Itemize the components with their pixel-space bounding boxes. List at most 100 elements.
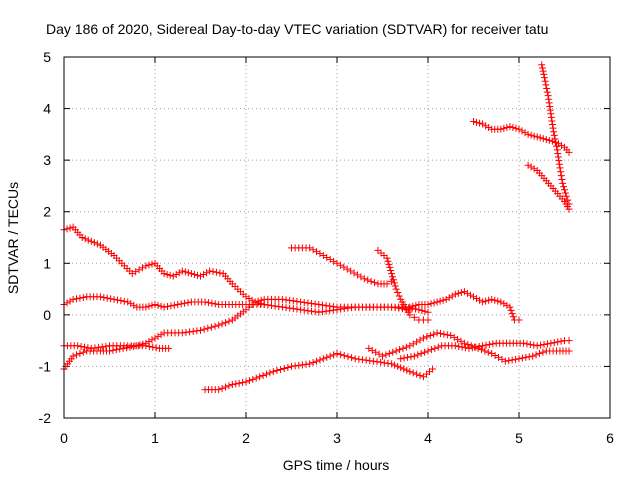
data-point [193, 327, 201, 335]
data-point [539, 348, 547, 356]
data-point [77, 342, 85, 350]
data-point [326, 352, 334, 360]
data-point [385, 260, 393, 268]
data-point [538, 64, 546, 72]
data-point [470, 117, 477, 125]
data-point [311, 300, 319, 308]
data-point [186, 328, 194, 336]
data-point [385, 350, 393, 358]
data-point [148, 260, 156, 268]
data-point [386, 263, 394, 271]
data-point [555, 160, 563, 168]
data-point [388, 360, 396, 368]
data-point [367, 277, 375, 285]
data-point [384, 359, 392, 367]
x-tick-label: 4 [424, 430, 432, 446]
data-point [172, 270, 180, 278]
data-point [407, 353, 415, 361]
data-point [557, 337, 565, 345]
data-point [409, 340, 417, 348]
data-point [222, 383, 230, 391]
data-point [269, 368, 277, 376]
data-point [554, 153, 562, 161]
data-point [527, 163, 535, 171]
data-point [145, 261, 153, 269]
data-point [460, 339, 468, 347]
data-point [145, 338, 153, 346]
data-point [319, 252, 327, 260]
data-point [133, 342, 141, 350]
data-point [289, 297, 297, 305]
data-point [80, 343, 88, 351]
data-point [542, 136, 550, 144]
data-point [225, 317, 233, 325]
data-point [106, 347, 113, 355]
data-point [187, 270, 195, 278]
data-point [380, 359, 388, 367]
data-point [541, 77, 549, 85]
data-point [126, 343, 134, 351]
data-point [160, 270, 168, 278]
data-point [278, 295, 286, 303]
data-point [69, 295, 77, 303]
data-point [391, 304, 399, 312]
data-point [112, 346, 120, 354]
data-point [557, 142, 565, 150]
data-point [116, 345, 124, 353]
data-point [333, 259, 341, 267]
data-point [539, 67, 547, 75]
data-point [494, 297, 502, 305]
data-point [410, 313, 418, 321]
data-point [271, 302, 279, 310]
data-point [330, 257, 338, 265]
data-point [433, 329, 441, 337]
data-point [313, 357, 321, 365]
data-point [512, 355, 520, 363]
data-point [497, 298, 505, 306]
data-point [286, 304, 294, 312]
data-point [211, 300, 219, 308]
data-point [326, 302, 334, 310]
data-point [547, 339, 555, 347]
data-point [318, 308, 326, 316]
data-point [481, 347, 489, 355]
grid [64, 57, 610, 418]
data-point [109, 346, 117, 354]
data-point [300, 306, 308, 314]
data-point [235, 379, 243, 387]
data-point [491, 351, 499, 359]
data-point [371, 279, 379, 287]
data-point [169, 272, 177, 280]
data-point [275, 303, 283, 311]
data-point [212, 268, 220, 276]
data-point [329, 303, 337, 311]
data-point [550, 128, 558, 136]
data-point [373, 358, 381, 366]
data-point [485, 341, 493, 349]
data-point [76, 350, 84, 358]
data-point [558, 175, 566, 183]
data-point [530, 165, 538, 173]
data-point [509, 123, 517, 131]
y-tick-label: 1 [43, 255, 51, 271]
data-point [421, 307, 429, 315]
data-point [515, 125, 523, 133]
data-point [465, 344, 473, 352]
data-point [413, 338, 421, 346]
data-point [100, 293, 108, 301]
data-point [565, 205, 573, 213]
data-point [302, 360, 310, 368]
data-point [103, 294, 111, 302]
data-point [81, 235, 89, 243]
data-point [394, 362, 402, 370]
data-point [552, 142, 560, 150]
data-point [391, 282, 399, 290]
data-point [63, 299, 71, 307]
data-point [197, 326, 204, 334]
data-point [78, 234, 86, 241]
data-point [545, 99, 553, 107]
data-point [406, 311, 414, 319]
data-point [399, 344, 407, 352]
data-point [252, 374, 260, 382]
data-point [409, 302, 417, 310]
